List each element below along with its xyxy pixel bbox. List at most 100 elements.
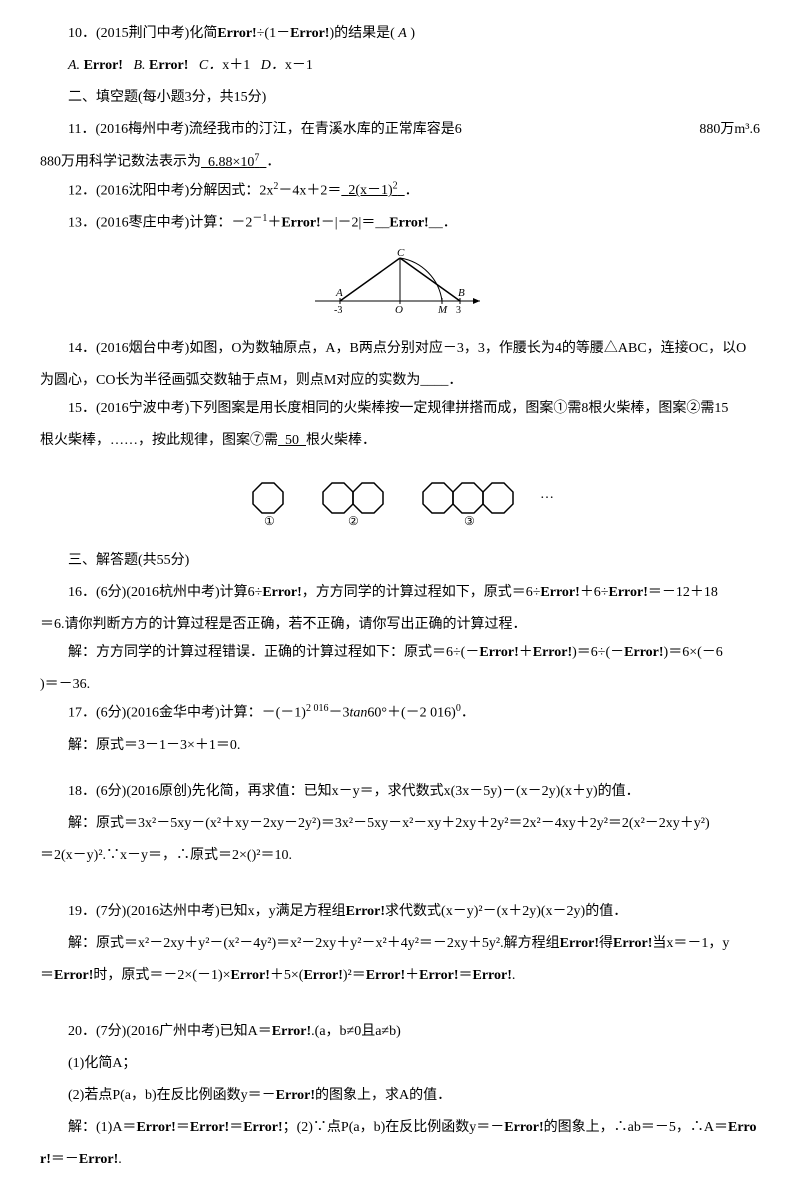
q11-line1b: 880万m³.6	[699, 116, 760, 144]
q19-err7: Error!	[366, 968, 405, 983]
question-16-sol2: )＝－36.	[40, 671, 760, 699]
question-18-sol1: 解：原式＝3x²－5xy－(x²＋xy－2xy－2y²)＝3x²－5xy－x²－…	[40, 810, 760, 838]
question-19-sol2: ＝Error!时，原式＝－2×(－1)×Error!＋5×(Error!)²＝E…	[40, 962, 760, 990]
question-18: 18．(6分)(2016原创)先化简，再求值：已知x－y＝，求代数式x(3x－5…	[40, 778, 760, 806]
q15-dots: …	[540, 487, 554, 502]
q19-err8: Error!	[419, 968, 458, 983]
q13-end: __．	[429, 216, 457, 231]
q12-blank-val: 2(x－1)	[348, 183, 392, 198]
q20-s2b: ＝－	[51, 1152, 79, 1167]
label-C: C	[397, 247, 405, 259]
spacer	[40, 990, 760, 1018]
question-10: 10．(2015荆门中考)化简Error!÷(1－Error!)的结果是( A …	[40, 20, 760, 48]
q16-err5: Error!	[533, 645, 572, 660]
label-pos3: 3	[456, 305, 461, 316]
q19-s2c: ＋5×(	[270, 968, 304, 983]
q13-text: 13．(2016枣庄中考)计算：－2	[68, 216, 252, 231]
q13-exp: －1	[252, 213, 267, 224]
question-16-sol1: 解：方方同学的计算过程错误．正确的计算过程如下：原式＝6÷(－Error!＋Er…	[40, 639, 760, 667]
q19-s2f: ＝	[459, 968, 473, 983]
opt-d-val: x－1	[285, 58, 313, 73]
q17-period: ．	[461, 706, 475, 721]
q19-err6: Error!	[303, 968, 342, 983]
section-3-heading: 三、解答题(共55分)	[40, 547, 760, 575]
q17-mid: －3	[328, 706, 349, 721]
q19-err2: Error!	[560, 936, 599, 951]
q17-text: 17．(6分)(2016金华中考)计算：－(－1)	[68, 706, 306, 721]
q20-err4: Error!	[190, 1120, 229, 1135]
q16-sold: )＝6×(－6	[664, 645, 723, 660]
question-16-line1: 16．(6分)(2016杭州中考)计算6÷Error!，方方同学的计算过程如下，…	[40, 579, 760, 607]
q19-err9: Error!	[473, 968, 512, 983]
q16-l1c: ＋6÷	[580, 585, 609, 600]
question-14-line1: 14．(2016烟台中考)如图，O为数轴原点，A，B两点分别对应－3，3，作腰长…	[40, 335, 760, 363]
q15-c3: ③	[464, 514, 475, 528]
q16-solb: ＋	[519, 645, 533, 660]
q20-s2a: r!	[40, 1152, 51, 1167]
q20-s1e: 的图象上，∴ab＝－5，∴A＝	[544, 1120, 728, 1135]
figure-q14: A C B -3 O M 3	[40, 246, 760, 327]
label-neg3: -3	[334, 305, 342, 316]
q11-blank: 6.88×107	[201, 155, 266, 170]
q19-s1a: 解：原式＝x²－2xy＋y²－(x²－4y²)＝x²－2xy＋y²－x²＋4y²…	[68, 936, 560, 951]
q15-line2b: 根火柴棒．	[306, 433, 376, 448]
opt-a-val: Error!	[84, 58, 123, 73]
q13-mid: －|－2|＝__	[321, 216, 390, 231]
q20-s2c: .	[118, 1152, 122, 1167]
question-16-line2: ＝6.请你判断方方的计算过程是否正确，若不正确，请你写出正确的计算过程．	[40, 611, 760, 639]
question-20-sol1: 解：(1)A＝Error!＝Error!＝Error!；(2)∵点P(a，b)在…	[40, 1114, 760, 1142]
question-20-line1: 20．(7分)(2016广州中考)已知A＝Error!.(a，b≠0且a≠b)	[40, 1018, 760, 1046]
opt-c-label: C．	[199, 58, 222, 73]
q11-period: ．	[266, 155, 280, 170]
q20-l3b: 的图象上，求A的值．	[315, 1088, 451, 1103]
q16-l1b: ，方方同学的计算过程如下，原式＝6÷	[302, 585, 541, 600]
question-18-sol2: ＝2(x－y)².∵x－y＝，∴原式＝2×()²＝10.	[40, 842, 760, 870]
q19-s1b: 得	[599, 936, 613, 951]
q16-l1d: ＝－12＋18	[648, 585, 718, 600]
opt-a-label: A.	[68, 58, 80, 73]
q15-diagram: ① ② ③ …	[220, 463, 580, 528]
question-15-line2: 根火柴棒，……，按此规律，图案⑦需 50 根火柴棒．	[40, 427, 760, 455]
opt-d-label: D．	[261, 58, 285, 73]
q12-text: 12．(2016沈阳中考)分解因式：2x	[68, 183, 273, 198]
q19-s2b: 时，原式＝－2×(－1)×	[93, 968, 230, 983]
q19-l1a: 19．(7分)(2016达州中考)已知x，y满足方程组	[68, 904, 346, 919]
q13-plus: ＋	[267, 216, 281, 231]
spacer	[40, 870, 760, 898]
q10-close: )	[410, 26, 415, 41]
section-2-heading: 二、填空题(每小题3分，共15分)	[40, 84, 760, 112]
label-O: O	[395, 304, 403, 316]
q20-err1: Error!	[272, 1024, 311, 1039]
label-B: B	[458, 287, 465, 299]
question-20-line2: (1)化简A；	[40, 1050, 760, 1078]
q12-blank: 2(x－1)2	[341, 183, 404, 198]
q11-blank-val: 6.88×10	[208, 155, 254, 170]
q20-s1b: ＝	[176, 1120, 190, 1135]
spacer	[40, 764, 760, 778]
q11-exp: 7	[254, 152, 259, 163]
question-20-sol2: r!＝－Error!.	[40, 1146, 760, 1174]
q20-err3: Error!	[136, 1120, 175, 1135]
opt-b-val: Error!	[149, 58, 188, 73]
question-13: 13．(2016枣庄中考)计算：－2－1＋Error!－|－2|＝__Error…	[40, 209, 760, 238]
q15-line2a: 根火柴棒，……，按此规律，图案⑦需	[40, 433, 278, 448]
q11-line1a: 11．(2016梅州中考)流经我市的汀江，在青溪水库的正常库容是6	[68, 116, 462, 144]
q15-blank: 50	[278, 433, 306, 448]
q20-l3a: (2)若点P(a，b)在反比例函数y＝－	[68, 1088, 276, 1103]
q11-line2a: 880万用科学记数法表示为	[40, 155, 201, 170]
q16-err2: Error!	[540, 585, 579, 600]
q17-exp: 2 016	[306, 703, 329, 714]
opt-c-val: x＋1	[222, 58, 250, 73]
q19-err3: Error!	[613, 936, 652, 951]
q20-s1a: 解：(1)A＝	[68, 1120, 136, 1135]
q20-err7: Erro	[728, 1120, 757, 1135]
question-19: 19．(7分)(2016达州中考)已知x，y满足方程组Error!求代数式(x－…	[40, 898, 760, 926]
q19-s2a: ＝	[40, 968, 54, 983]
q20-l1b: .(a，b≠0且a≠b)	[311, 1024, 401, 1039]
question-17-sol: 解：原式＝3－1－3×＋1＝0.	[40, 732, 760, 760]
q15-c1: ①	[264, 514, 275, 528]
q13-err2: Error!	[389, 216, 428, 231]
q20-l1a: 20．(7分)(2016广州中考)已知A＝	[68, 1024, 272, 1039]
label-M: M	[437, 304, 448, 316]
question-20-line3: (2)若点P(a，b)在反比例函数y＝－Error!的图象上，求A的值．	[40, 1082, 760, 1110]
